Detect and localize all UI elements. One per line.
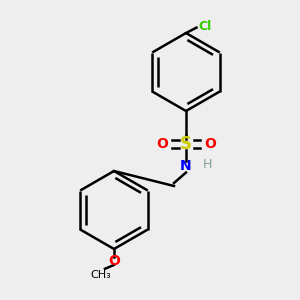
Text: Cl: Cl [198, 20, 211, 34]
Text: CH₃: CH₃ [90, 270, 111, 280]
Text: O: O [204, 137, 216, 151]
Text: O: O [156, 137, 168, 151]
Text: N: N [180, 160, 192, 173]
Text: S: S [180, 135, 192, 153]
Text: O: O [108, 254, 120, 268]
Text: H: H [202, 158, 212, 171]
